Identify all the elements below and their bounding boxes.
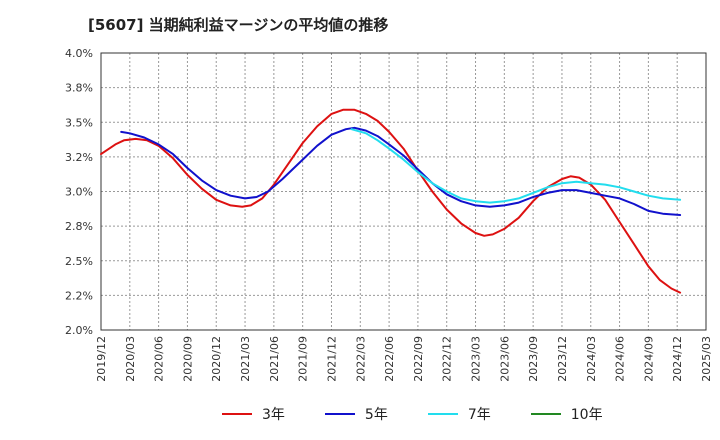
legend-item: 3年 — [222, 404, 285, 424]
x-tick-label: 2020/09 — [181, 336, 194, 382]
legend-label: 5年 — [364, 407, 388, 423]
y-tick-label: 2.8% — [65, 220, 93, 233]
y-tick-label: 3.5% — [65, 116, 93, 129]
x-tick-label: 2024/12 — [671, 336, 684, 382]
x-tick-label: 2022/09 — [412, 336, 425, 382]
x-tick-label: 2025/03 — [700, 336, 713, 382]
x-tick-label: 2022/06 — [383, 336, 396, 382]
y-tick-label: 3.8% — [65, 82, 93, 95]
legend-item: 7年 — [427, 404, 491, 424]
legend-label: 10年 — [570, 407, 603, 423]
x-tick-label: 2023/06 — [498, 336, 511, 382]
series-line-2 — [120, 126, 682, 216]
x-tick-label: 2021/12 — [325, 336, 338, 382]
y-tick-label: 2.0% — [65, 324, 93, 337]
x-tick-label: 2021/03 — [239, 336, 252, 382]
plot-area — [101, 53, 706, 330]
x-tick-label: 2022/12 — [441, 336, 454, 382]
legend-item: 10年 — [530, 404, 603, 424]
legend-swatch — [427, 413, 458, 415]
x-tick-label: 2023/09 — [527, 336, 540, 382]
x-tick-label: 2019/12 — [95, 336, 108, 382]
plot-frame — [100, 52, 707, 331]
x-tick-label: 2024/09 — [642, 336, 655, 382]
legend-item: 5年 — [324, 404, 388, 424]
x-tick-label: 2020/06 — [153, 336, 166, 382]
series-line-3 — [350, 128, 682, 204]
chart-title: [5607] 当期純利益マージンの平均値の推移 — [88, 16, 389, 34]
x-tick-label: 2020/03 — [124, 336, 137, 382]
x-tick-label: 2021/06 — [268, 336, 281, 382]
y-tick-label: 2.2% — [65, 289, 93, 302]
chart-legend: 3年 5年 7年 10年 — [222, 404, 603, 424]
x-tick-label: 2024/03 — [585, 336, 598, 382]
series-line-1 — [100, 108, 682, 294]
x-tick-label: 2023/12 — [556, 336, 569, 382]
x-tick-label: 2023/03 — [470, 336, 483, 382]
y-tick-label: 3.2% — [65, 151, 93, 164]
y-tick-label: 2.5% — [65, 255, 93, 268]
legend-swatch — [530, 413, 561, 415]
x-tick-label: 2021/09 — [297, 336, 310, 382]
legend-swatch — [324, 413, 355, 415]
x-tick-label: 2024/06 — [614, 336, 627, 382]
legend-label: 7年 — [467, 407, 491, 423]
legend-label: 3年 — [262, 407, 285, 423]
y-tick-label: 3.0% — [65, 186, 93, 199]
y-tick-label: 4.0% — [65, 47, 93, 60]
legend-swatch — [222, 413, 252, 415]
x-tick-label: 2020/12 — [210, 336, 223, 382]
x-tick-label: 2022/03 — [354, 336, 367, 382]
